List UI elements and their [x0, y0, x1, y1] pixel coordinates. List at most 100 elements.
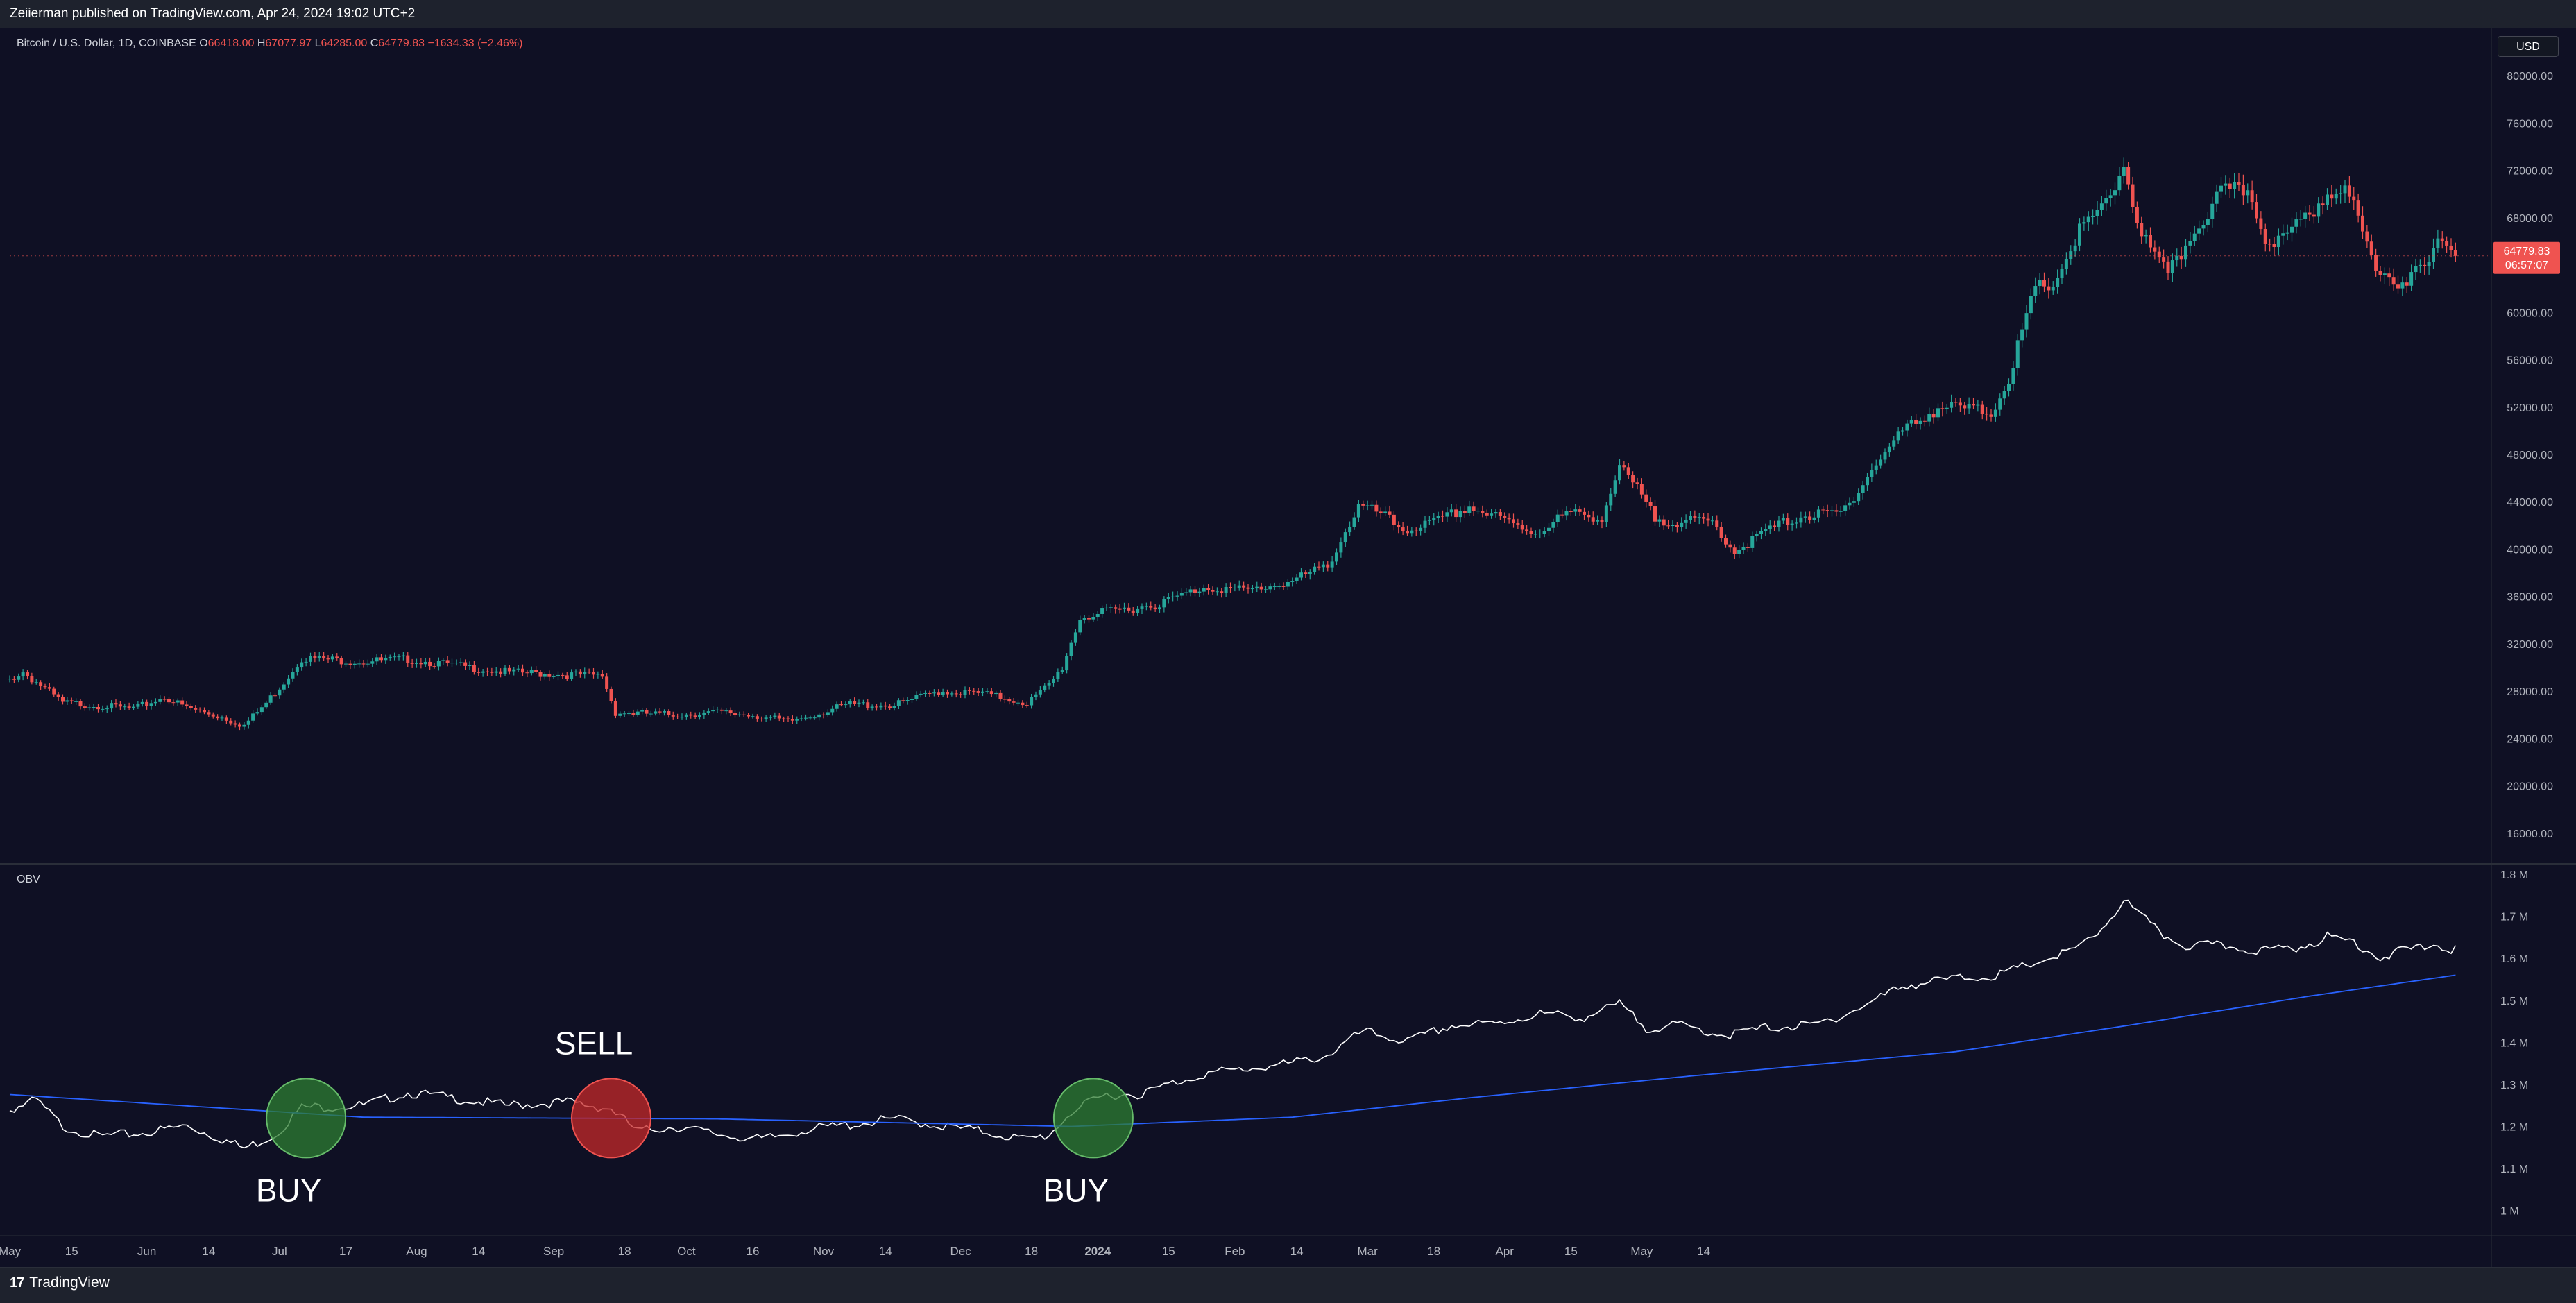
- candle-body: [654, 711, 658, 714]
- obv-tick-label: 1.7 M: [2500, 912, 2528, 923]
- price-axis[interactable]: 16000.00 20000.00 24000.00 28000.00 32000.00…: [2507, 71, 2553, 840]
- candle-body: [769, 717, 772, 718]
- tradingview-logo[interactable]: 17 TradingView: [10, 1275, 110, 1291]
- bottom-bar: 17 TradingView: [0, 1267, 2576, 1303]
- candle-body: [1702, 517, 1706, 519]
- candle-body: [1644, 494, 1648, 502]
- candle-body: [74, 701, 78, 702]
- candle-body: [1564, 511, 1569, 516]
- time-tick-label: 16: [747, 1245, 760, 1258]
- candle-body: [733, 713, 737, 715]
- candle-body: [233, 723, 237, 725]
- candle-body: [1870, 470, 1874, 477]
- time-tick-label: Oct: [677, 1245, 696, 1258]
- candle-body: [2069, 251, 2073, 259]
- candle-body: [2024, 313, 2029, 330]
- candle-body: [2259, 218, 2263, 229]
- obv-axis[interactable]: 1 M 1.1 M 1.2 M 1.3 M 1.4 M 1.5 M 1.6 M 1.7 M 1.…: [2500, 869, 2528, 1218]
- candle-body: [543, 674, 547, 677]
- candle-body: [613, 701, 617, 716]
- candle-body: [287, 678, 291, 685]
- candle-body: [1732, 547, 1737, 554]
- candle-body: [1114, 607, 1118, 609]
- candle-body: [609, 688, 613, 701]
- time-axis[interactable]: May 15 Jun 14 Jul 17 Aug 14 Sep 18 Oct 16 Nov 14 Dec 18…: [0, 1245, 1710, 1258]
- candle-body: [645, 710, 649, 714]
- candle-body: [946, 692, 949, 695]
- candle-body: [631, 713, 636, 715]
- candle-body: [2038, 280, 2042, 287]
- candle-body: [1879, 459, 1883, 466]
- time-tick-label: Apr: [1496, 1245, 1515, 1258]
- candle-body: [1812, 517, 1816, 520]
- candle-body: [1127, 607, 1131, 611]
- candle-body: [835, 704, 839, 709]
- candle-body: [278, 689, 282, 696]
- candle-body: [2285, 232, 2289, 234]
- candle-body: [1657, 519, 1662, 522]
- candle-body: [1883, 452, 1887, 460]
- candle-body: [839, 704, 843, 706]
- time-tick-label: 18: [618, 1245, 631, 1258]
- candle-body: [96, 706, 100, 710]
- candle-body: [1945, 407, 1949, 409]
- candle-body: [406, 655, 410, 663]
- candle-body: [2378, 270, 2382, 275]
- candle-body: [2042, 280, 2046, 287]
- time-tick-label: May: [0, 1245, 22, 1258]
- candle-body: [1038, 690, 1042, 695]
- candle-body: [2453, 250, 2457, 256]
- candle-body: [432, 666, 436, 667]
- candle-body: [2423, 264, 2427, 266]
- candle-body: [1830, 510, 1834, 511]
- candle-body: [1777, 520, 1781, 527]
- candle-body: [162, 699, 167, 700]
- candle-body: [78, 701, 83, 707]
- time-tick-label: Dec: [950, 1245, 972, 1258]
- candle-body: [2312, 214, 2316, 217]
- candle-body: [2162, 257, 2166, 262]
- candle-body: [2117, 176, 2122, 191]
- candle-body: [1795, 522, 1798, 524]
- candle-body: [1047, 683, 1051, 686]
- candle-body: [1728, 544, 1732, 548]
- candle-body: [1569, 511, 1573, 512]
- candle-body: [1786, 518, 1790, 525]
- candle-body: [153, 701, 157, 704]
- candle-body: [2418, 264, 2422, 266]
- candle-body: [516, 668, 520, 670]
- currency-badge[interactable]: USD: [2498, 36, 2559, 57]
- chart-area[interactable]: Bitcoin / U.S. Dollar, 1D, COINBASE O664…: [0, 28, 2576, 1267]
- candle-body: [937, 692, 941, 695]
- candle-body: [985, 691, 989, 692]
- candle-body: [923, 692, 928, 694]
- candle-body: [1547, 527, 1551, 531]
- candle-body: [1295, 577, 1299, 581]
- candle-body: [521, 668, 524, 673]
- candle-body: [1684, 520, 1688, 523]
- time-tick-label: 14: [472, 1245, 485, 1258]
- candle-body: [1892, 440, 1896, 447]
- candle-body: [1710, 520, 1714, 522]
- candle-body: [1512, 519, 1515, 524]
- candle-body: [1520, 524, 1524, 530]
- candle-body: [149, 703, 153, 706]
- candle-body: [2250, 190, 2254, 203]
- candle-body: [702, 712, 706, 715]
- price-tick-label: 68000.00: [2507, 213, 2553, 225]
- candle-body: [1639, 484, 1644, 495]
- candle-body: [910, 699, 914, 700]
- candle-body: [69, 700, 74, 702]
- candle-body: [1330, 561, 1334, 568]
- candle-body: [1179, 593, 1184, 596]
- candle-body: [1317, 566, 1321, 568]
- candle-body: [2002, 391, 2006, 399]
- symbol-legend: Bitcoin / U.S. Dollar, 1D, COINBASE O664…: [17, 37, 522, 49]
- candle-body: [1007, 699, 1012, 702]
- candle-body: [1454, 509, 1458, 518]
- candle-body: [1348, 527, 1352, 533]
- candle-body: [1012, 701, 1016, 703]
- candle-body: [436, 661, 441, 667]
- candle-body: [2086, 216, 2090, 223]
- candle-body: [1825, 510, 1829, 511]
